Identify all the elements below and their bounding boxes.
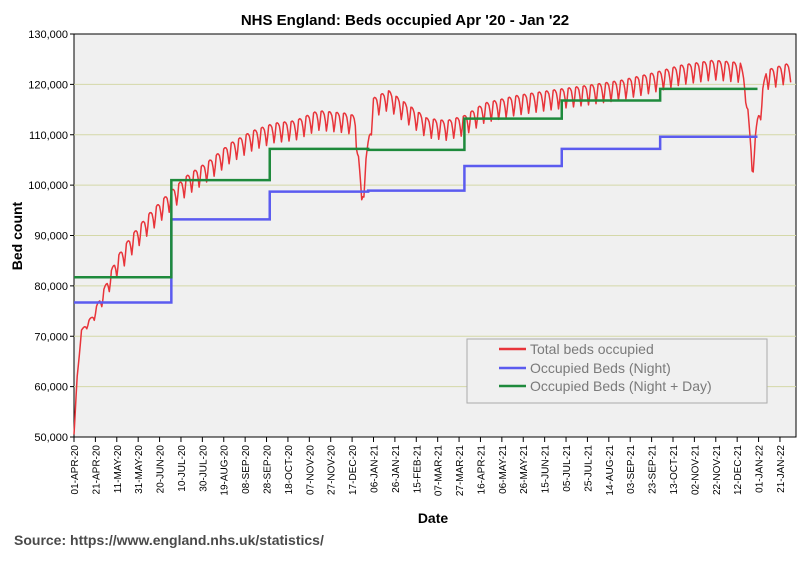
x-tick-label: 19-AUG-20 — [220, 445, 231, 496]
x-tick-label: 14-AUG-21 — [605, 445, 616, 496]
x-tick-label: 05-JUL-21 — [562, 445, 573, 492]
y-tick-label: 50,000 — [34, 432, 68, 444]
y-tick-label: 100,000 — [28, 180, 68, 192]
y-tick-label: 60,000 — [34, 382, 68, 394]
x-tick-label: 21-APR-20 — [91, 445, 102, 495]
x-tick-label: 16-APR-21 — [476, 445, 487, 495]
y-tick-label: 120,000 — [28, 79, 68, 91]
x-tick-label: 26-JAN-21 — [391, 445, 402, 493]
x-tick-label: 26-MAY-21 — [519, 445, 530, 494]
x-tick-label: 12-DEC-21 — [733, 445, 744, 495]
x-tick-label: 01-APR-20 — [70, 445, 81, 495]
x-tick-label: 06-MAY-21 — [498, 445, 509, 494]
x-tick-label: 07-NOV-20 — [305, 445, 316, 495]
x-tick-label: 10-JUL-20 — [177, 445, 188, 492]
x-tick-label: 21-JAN-22 — [776, 445, 787, 493]
x-tick-label: 27-MAR-21 — [455, 445, 466, 497]
source-note: Source: https://www.england.nhs.uk/stati… — [14, 532, 324, 548]
y-axis-label: Bed count — [9, 201, 25, 270]
x-tick-label: 07-MAR-21 — [434, 445, 445, 497]
x-tick-label: 15-JUN-21 — [541, 445, 552, 494]
x-tick-label: 27-NOV-20 — [327, 445, 338, 495]
x-tick-label: 02-NOV-21 — [690, 445, 701, 495]
x-tick-label: 23-SEP-21 — [648, 445, 659, 494]
x-tick-label: 06-JAN-21 — [369, 445, 380, 493]
y-tick-label: 70,000 — [34, 331, 68, 343]
legend-label-total: Total beds occupied — [530, 341, 654, 357]
chart-title: NHS England: Beds occupied Apr '20 - Jan… — [241, 12, 569, 29]
legend-label-night: Occupied Beds (Night) — [530, 360, 671, 376]
x-tick-label: 01-JAN-22 — [755, 445, 766, 493]
x-tick-label: 15-FEB-21 — [412, 445, 423, 494]
x-tick-label: 25-JUL-21 — [583, 445, 594, 492]
y-tick-label: 90,000 — [34, 231, 68, 243]
x-axis-label: Date — [418, 510, 449, 526]
y-tick-label: 110,000 — [29, 130, 68, 142]
x-tick-label: 31-MAY-20 — [134, 445, 145, 494]
y-tick-label: 80,000 — [34, 281, 68, 293]
x-tick-label: 20-JUN-20 — [156, 445, 167, 494]
legend-label-night-day: Occupied Beds (Night + Day) — [530, 378, 712, 394]
x-axis: 01-APR-20 21-APR-20 11-MAY-20 31-MAY-20 20-J… — [70, 437, 787, 496]
series-night-step-line — [74, 135, 758, 304]
x-tick-label: 17-DEC-20 — [348, 445, 359, 495]
x-tick-label: 03-SEP-21 — [626, 445, 637, 494]
x-tick-label: 08-SEP-20 — [241, 445, 252, 494]
x-tick-label: 22-NOV-21 — [712, 445, 723, 495]
legend: Total beds occupied Occupied Beds (Night… — [466, 338, 768, 404]
series-night-day-step-line — [74, 87, 758, 279]
x-tick-label: 13-OCT-21 — [669, 445, 680, 495]
x-tick-label: 11-MAY-20 — [113, 445, 124, 494]
y-axis: 50,000 60,000 70,000 80,000 90,000 100,000 110… — [28, 29, 74, 444]
x-tick-label: 18-OCT-20 — [284, 445, 295, 495]
x-tick-label: 28-SEP-20 — [263, 445, 274, 494]
series-group — [73, 59, 792, 435]
series-total-beds-line — [73, 59, 792, 435]
y-tick-label: 130,000 — [28, 29, 68, 41]
x-tick-label: 30-JUL-20 — [198, 445, 209, 492]
